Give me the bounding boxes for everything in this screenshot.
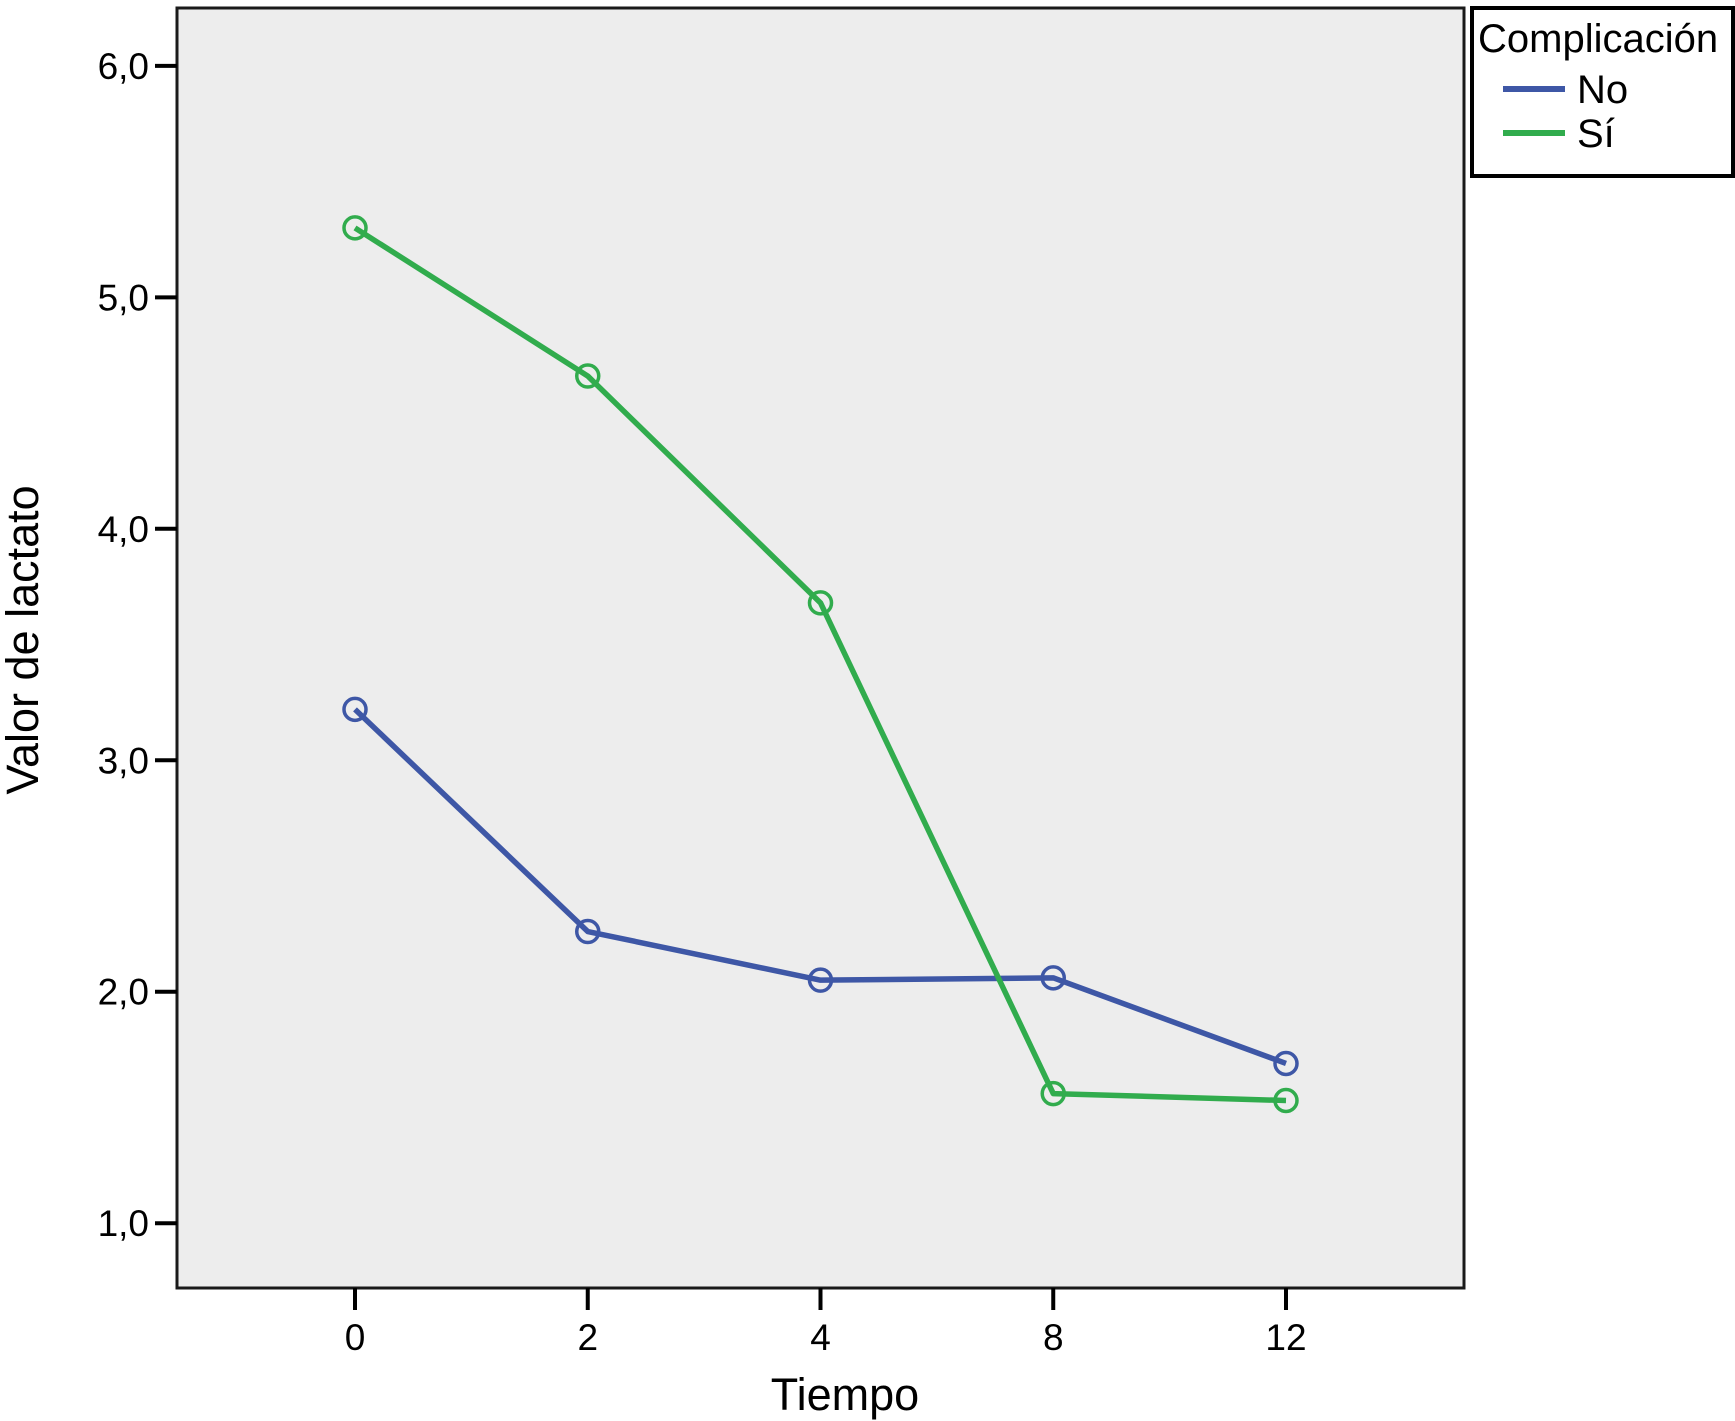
legend-title: Complicación <box>1478 17 1718 61</box>
x-axis-tick-label: 2 <box>577 1317 598 1358</box>
x-axis-tick-label: 0 <box>345 1317 366 1358</box>
series-marker-si <box>1273 1087 1299 1114</box>
y-axis-tick-label: 3,0 <box>98 740 149 781</box>
y-axis-title: Valor de lactato <box>0 485 48 794</box>
series-marker-no <box>1273 1050 1299 1077</box>
x-axis-tick-label: 12 <box>1265 1317 1306 1358</box>
series-marker-no <box>807 967 834 993</box>
y-axis-tick-label: 5,0 <box>98 277 149 318</box>
series-marker-no <box>575 918 601 945</box>
series-line-no <box>353 707 1287 1067</box>
x-axis-tick-label: 4 <box>810 1317 831 1358</box>
y-axis-tick-label: 4,0 <box>98 509 149 550</box>
series-marker-si <box>1040 1080 1066 1107</box>
plot-area <box>175 6 1466 1290</box>
legend-item-label-no: No <box>1577 68 1628 112</box>
y-axis-tick-label: 1,0 <box>98 1203 149 1244</box>
series-marker-si <box>807 590 834 616</box>
x-axis-tick-label: 8 <box>1043 1317 1064 1358</box>
x-axis-title: Tiempo <box>771 1369 919 1420</box>
legend-item-label-si: Sí <box>1577 112 1615 156</box>
y-axis-tick-label: 2,0 <box>98 972 149 1013</box>
series-marker-no <box>1040 965 1066 991</box>
series-marker-si <box>575 363 601 389</box>
series-line-si <box>353 225 1287 1104</box>
y-axis-tick-label: 6,0 <box>98 46 149 87</box>
series-marker-si <box>342 215 368 241</box>
series-marker-no <box>342 696 368 723</box>
